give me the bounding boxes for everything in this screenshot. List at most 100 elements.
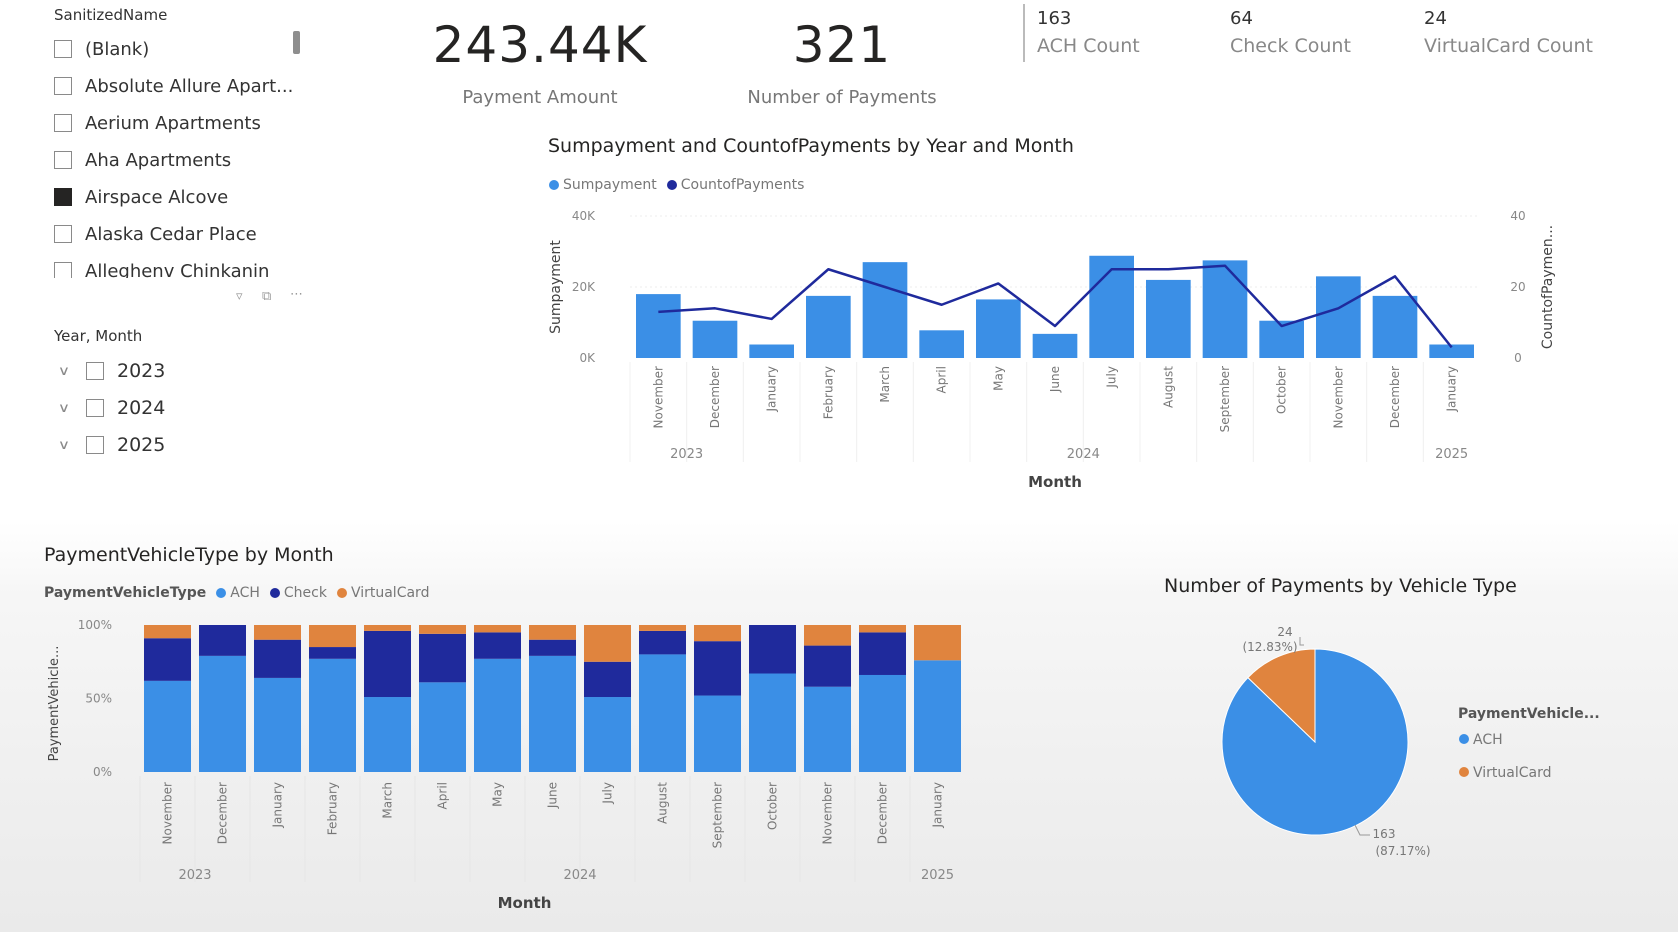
stacked-bar-segment bbox=[694, 625, 741, 642]
slicer-item-label: Alleghenv Chinkanin bbox=[85, 260, 270, 282]
legend-item-virtualcard[interactable]: VirtualCard bbox=[336, 585, 430, 601]
stacked-bar-segment bbox=[749, 673, 796, 772]
year-slicer-title: Year, Month bbox=[54, 327, 143, 345]
x-tick-label: January bbox=[271, 782, 285, 829]
checkbox[interactable] bbox=[54, 151, 72, 169]
checkbox[interactable] bbox=[54, 225, 72, 243]
stacked-bar-segment bbox=[474, 658, 521, 772]
stacked-bar-segment bbox=[529, 655, 576, 772]
pie-legend-label-ach: ACH bbox=[1473, 732, 1503, 748]
year-slicer-item[interactable]: ∨ 2024 bbox=[56, 394, 166, 422]
legend-title: PaymentVehicleType bbox=[44, 585, 207, 601]
stacked-bar-segment bbox=[804, 686, 851, 772]
stacked-bar-segment bbox=[144, 680, 191, 772]
more-options-icon[interactable]: ⋯ bbox=[290, 287, 303, 302]
x-tick-label: December bbox=[708, 366, 722, 428]
slicer-fade bbox=[54, 278, 300, 288]
slicer-item[interactable]: Aha Apartments bbox=[54, 147, 231, 173]
checkbox[interactable] bbox=[54, 77, 72, 95]
pie-legend-title: PaymentVehicle... bbox=[1458, 706, 1600, 722]
bar bbox=[806, 295, 851, 358]
x-tick-label: October bbox=[766, 782, 780, 830]
stacked-chart-legend: PaymentVehicleType ACH Check VirtualCard bbox=[44, 585, 439, 601]
slicer-item-label: Alaska Cedar Place bbox=[85, 223, 257, 245]
stacked-bar-segment bbox=[529, 639, 576, 656]
x-tick-label: July bbox=[601, 782, 615, 805]
chevron-down-icon[interactable]: ∨ bbox=[57, 363, 71, 379]
stacked-bar-segment bbox=[639, 630, 686, 655]
checkbox[interactable] bbox=[54, 114, 72, 132]
stacked-bar-segment bbox=[529, 625, 576, 640]
stacked-bar-segment bbox=[804, 625, 851, 646]
checkbox[interactable] bbox=[54, 188, 72, 206]
x-tick-label: March bbox=[381, 782, 395, 819]
checkbox[interactable] bbox=[86, 399, 104, 417]
stacked-bar-segment bbox=[474, 632, 521, 659]
year-label: 2025 bbox=[921, 868, 954, 883]
card-divider bbox=[1023, 4, 1025, 62]
x-tick-label: April bbox=[436, 782, 450, 809]
x-tick-label: October bbox=[1275, 366, 1289, 414]
legend-dot-virtualcard bbox=[1459, 767, 1469, 777]
stacked-bar-segment bbox=[419, 633, 466, 683]
x-tick-label: May bbox=[991, 366, 1005, 391]
stacked-bar-segment bbox=[859, 625, 906, 633]
stacked-bar-segment bbox=[474, 625, 521, 633]
x-axis-title: Month bbox=[1028, 473, 1082, 491]
x-tick-label: May bbox=[491, 782, 505, 807]
focus-mode-icon[interactable]: ⧉ bbox=[262, 289, 272, 304]
x-tick-label: June bbox=[546, 782, 560, 809]
stacked-bar-segment bbox=[419, 682, 466, 772]
slicer-item[interactable]: Airspace Alcove bbox=[54, 184, 228, 210]
slicer-item[interactable]: Alaska Cedar Place bbox=[54, 221, 257, 247]
legend-dot-sumpayment bbox=[549, 180, 559, 190]
stacked-bar-segment bbox=[694, 641, 741, 696]
year-slicer-item[interactable]: ∨ 2025 bbox=[56, 431, 166, 459]
slicer-item[interactable]: (Blank) bbox=[54, 36, 149, 62]
bar bbox=[1089, 255, 1134, 358]
slicer-item-label: Aha Apartments bbox=[85, 149, 232, 171]
year-slicer-item[interactable]: ∨ 2023 bbox=[56, 357, 166, 385]
y-axis-title: PaymentVehicle... bbox=[47, 646, 62, 762]
slicer-item-label: Aerium Apartments bbox=[85, 112, 261, 134]
checkbox[interactable] bbox=[86, 362, 104, 380]
bar bbox=[1372, 295, 1418, 358]
num-payments-value: 321 bbox=[792, 16, 892, 74]
slicer-item[interactable]: Absolute Allure Apart... bbox=[54, 73, 293, 99]
chevron-down-icon[interactable]: ∨ bbox=[57, 400, 71, 416]
stacked-bar-segment bbox=[309, 658, 356, 772]
slicer-title: SanitizedName bbox=[54, 6, 168, 24]
checkbox[interactable] bbox=[86, 436, 104, 454]
check-count-value: 64 bbox=[1230, 8, 1253, 29]
callout-line bbox=[1354, 824, 1370, 836]
slicer-scrollbar[interactable] bbox=[293, 31, 300, 54]
x-tick-label: February bbox=[821, 366, 835, 419]
legend-item-sumpayment[interactable]: Sumpayment bbox=[549, 177, 657, 193]
bar bbox=[1202, 260, 1248, 358]
x-tick-label: September bbox=[1218, 366, 1232, 432]
check-count-label: Check Count bbox=[1230, 35, 1351, 57]
bar bbox=[749, 344, 794, 358]
x-tick-label: November bbox=[651, 366, 665, 428]
filter-icon[interactable]: ▿ bbox=[236, 289, 243, 304]
legend-item-check[interactable]: Check bbox=[269, 585, 327, 601]
checkbox[interactable] bbox=[54, 40, 72, 58]
legend-item-countofpayments[interactable]: CountofPayments bbox=[666, 177, 804, 193]
stacked-bar-segment bbox=[419, 625, 466, 634]
bar bbox=[976, 299, 1021, 358]
slicer-item[interactable]: Aerium Apartments bbox=[54, 110, 261, 136]
stacked-bar-segment bbox=[694, 695, 741, 772]
x-tick-label: January bbox=[1445, 366, 1459, 413]
stacked-bar-segment bbox=[364, 630, 411, 698]
chevron-down-icon[interactable]: ∨ bbox=[57, 437, 71, 453]
pie-chart: 24(12.83%) 163 (87.17%) PaymentVehicle... AC… bbox=[1221, 625, 1600, 858]
legend-label-virtualcard: VirtualCard bbox=[350, 585, 430, 601]
bar bbox=[1146, 279, 1191, 358]
x-tick-label: December bbox=[216, 782, 230, 844]
x-tick-label: February bbox=[326, 782, 340, 835]
stacked-bar-segment bbox=[584, 661, 631, 698]
pie-legend-label-virtualcard: VirtualCard bbox=[1473, 765, 1552, 781]
pie-label-ach-value: 163 bbox=[1373, 827, 1396, 841]
legend-item-ach[interactable]: ACH bbox=[216, 585, 260, 601]
legend-dot-countofpayments bbox=[666, 180, 677, 190]
